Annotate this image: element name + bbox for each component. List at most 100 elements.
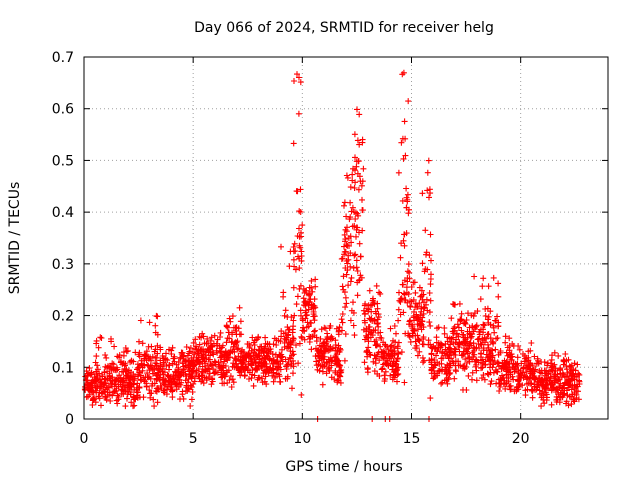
data-point [332,358,339,365]
data-point [344,224,350,231]
data-point [458,310,465,317]
data-point [168,383,175,390]
data-point [522,387,529,394]
data-point [373,342,380,349]
data-point [378,366,385,373]
data-point [298,333,305,340]
data-point [408,284,415,290]
data-point [259,379,266,386]
data-point [279,353,286,360]
data-point [99,389,106,396]
data-point [469,323,476,330]
data-point [428,350,435,357]
data-point [276,373,283,380]
data-point [157,344,164,351]
data-point [337,379,344,386]
data-point [181,366,188,373]
data-point [346,216,353,223]
data-point [436,368,443,375]
data-point [208,334,215,341]
data-point [494,335,501,341]
data-point [148,357,154,364]
data-point [509,341,516,347]
data-point [312,276,319,283]
data-point [541,367,548,374]
data-point [504,344,511,351]
data-point [325,347,332,354]
data-point [151,380,158,387]
data-point [187,403,194,409]
data-point [539,379,546,386]
data-point [229,329,235,336]
data-point [367,334,374,341]
data-point [159,365,166,372]
data-point [230,379,237,386]
y-axis-label: SRMTID / TECUs [7,182,23,295]
data-point [378,335,385,342]
data-point [341,248,348,255]
data-point [278,328,285,335]
data-point [151,403,158,410]
data-point [297,79,304,86]
data-point [342,304,349,311]
data-point [503,379,510,386]
data-point [153,312,160,319]
data-point [551,373,557,380]
data-point [404,198,411,205]
data-point [504,352,511,359]
data-point [502,339,509,346]
data-point [161,361,167,367]
data-point [146,374,153,380]
data-point [353,233,359,240]
data-point [107,380,114,387]
data-point [460,334,467,341]
data-point [141,355,148,362]
data-point [420,291,427,298]
data-point [286,354,293,361]
data-point [179,388,186,395]
data-point [351,131,358,138]
data-point [461,362,468,369]
data-point [465,345,472,352]
data-point [476,335,483,342]
data-point [555,352,562,359]
data-point [502,363,509,370]
data-point [556,399,563,406]
data-point [456,342,463,348]
data-point [341,231,348,238]
data-point [216,343,223,350]
data-point [401,379,408,386]
data-point [353,226,360,233]
data-point [162,356,169,362]
data-point [157,362,164,369]
data-point [140,394,147,401]
data-point [359,196,365,203]
data-point [432,361,439,368]
data-point [478,341,485,348]
data-point [412,289,419,296]
data-point [180,363,187,370]
data-point [419,260,426,267]
data-point [500,381,507,388]
data-point [356,141,363,148]
data-point [92,399,99,406]
data-point [161,369,168,376]
data-point [420,324,427,331]
data-point [179,349,186,356]
data-point [406,334,413,340]
data-point [414,352,421,359]
data-point [310,313,317,320]
data-point [576,381,583,387]
data-point [337,369,344,376]
data-point [427,322,434,329]
data-point [569,391,576,398]
data-point [433,352,439,359]
data-point [564,376,571,383]
data-point [543,391,550,398]
data-point [303,311,310,318]
data-point [351,332,358,339]
data-point [448,355,455,362]
data-point [198,378,205,385]
data-point [480,361,486,368]
data-point [327,323,334,329]
